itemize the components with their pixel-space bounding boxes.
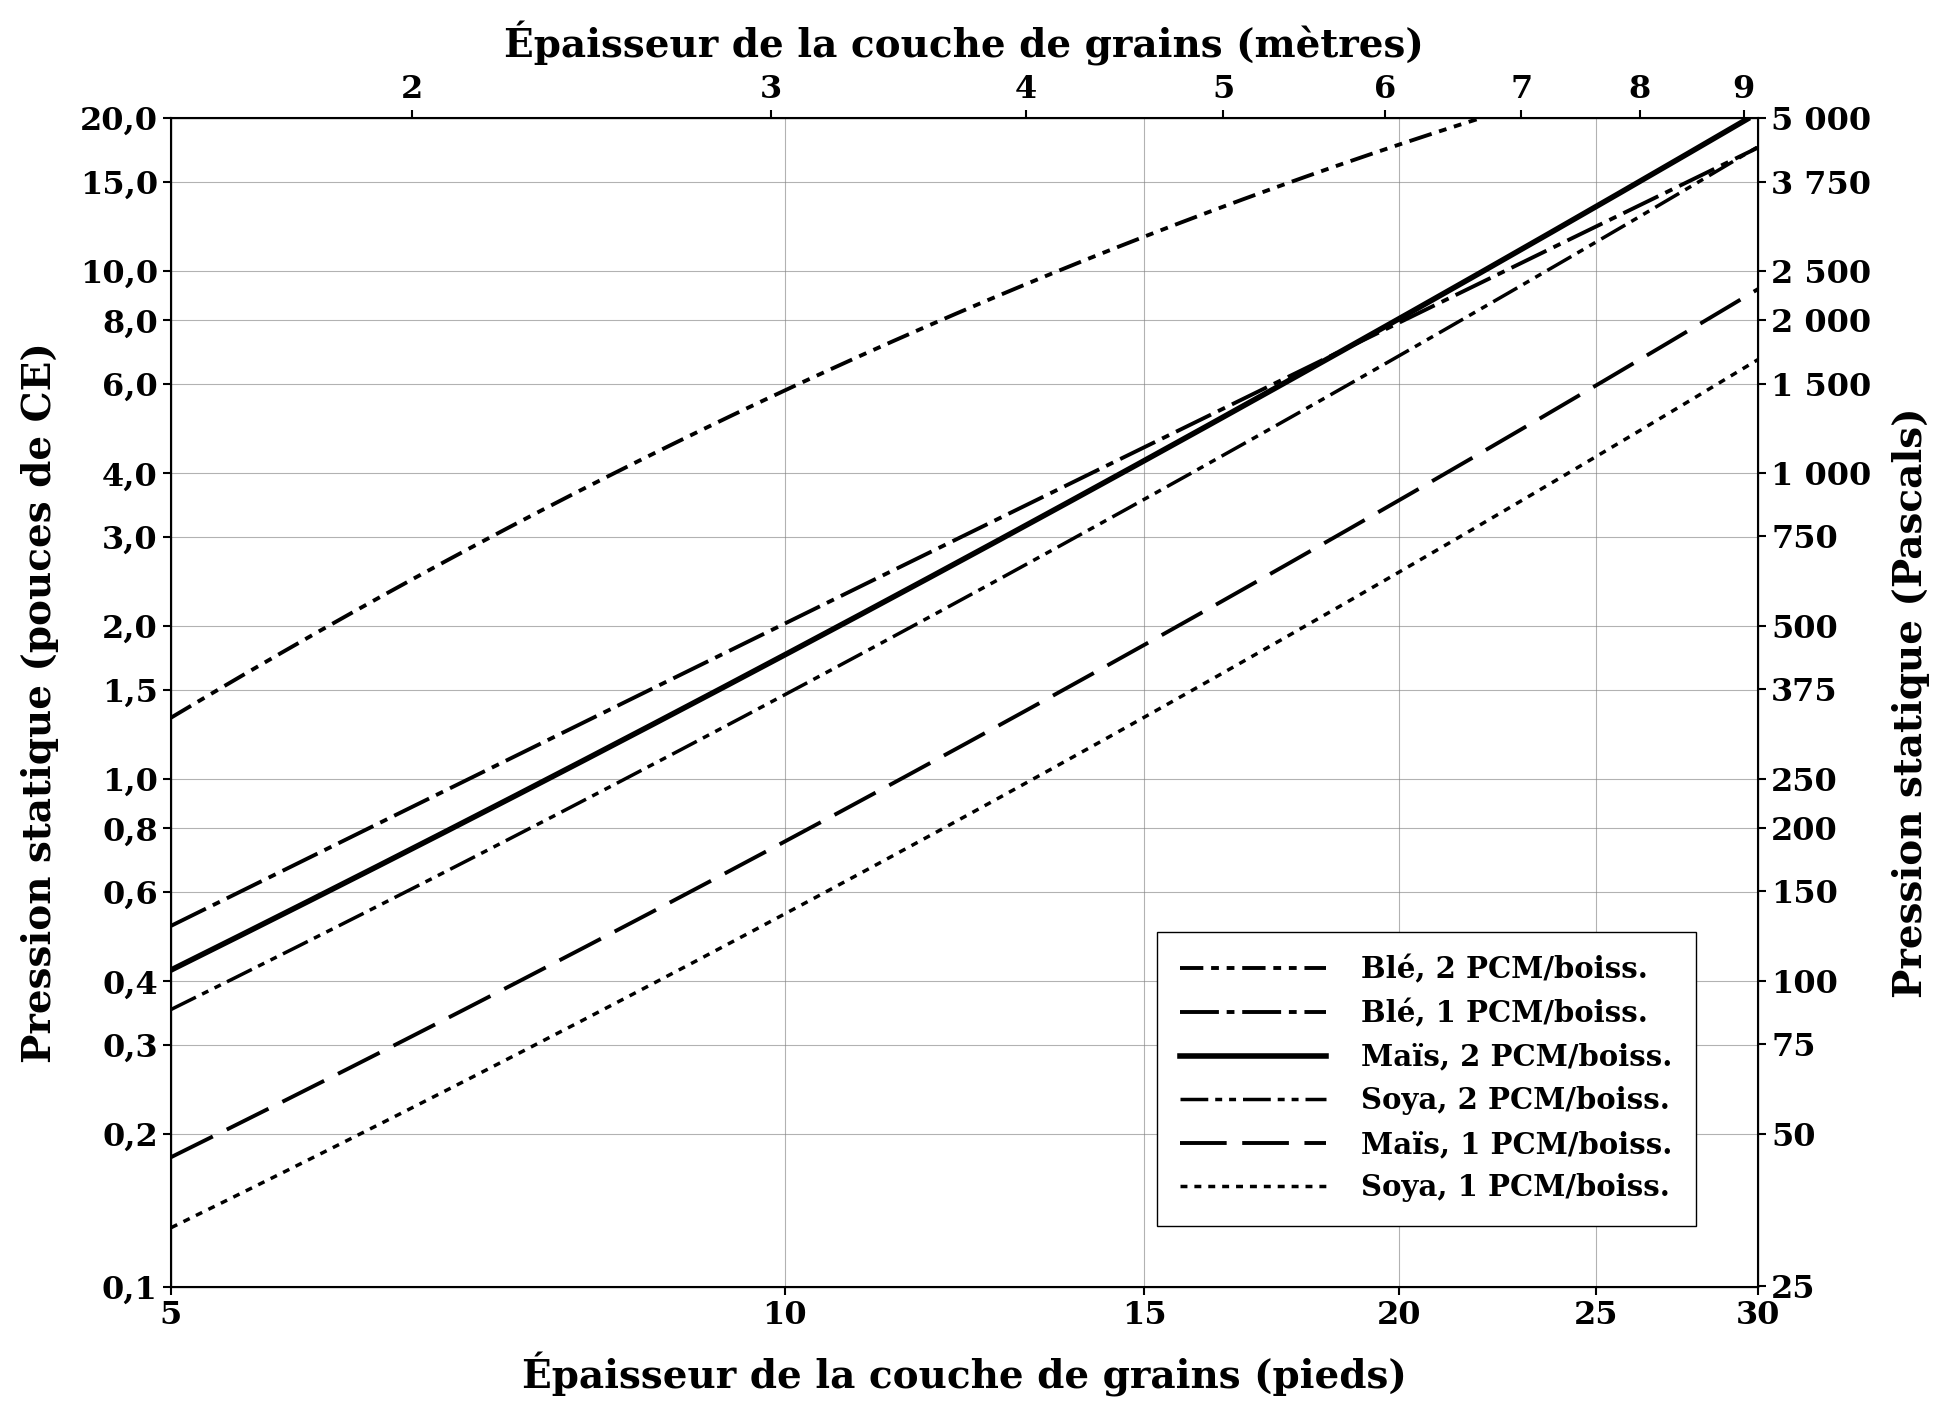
X-axis label: Épaisseur de la couche de grains (pieds): Épaisseur de la couche de grains (pieds) [523,1353,1407,1397]
Legend: Blé, 2 PCM/boiss., Blé, 1 PCM/boiss., Maïs, 2 PCM/boiss., Soya, 2 PCM/boiss., Ma: Blé, 2 PCM/boiss., Blé, 1 PCM/boiss., Ma… [1157,932,1695,1225]
X-axis label: Épaisseur de la couche de grains (mètres): Épaisseur de la couche de grains (mètres… [505,21,1424,65]
Y-axis label: Pression statique (Pascals): Pression statique (Pascals) [1892,407,1930,998]
Y-axis label: Pression statique (pouces de CE): Pression statique (pouces de CE) [21,342,59,1064]
